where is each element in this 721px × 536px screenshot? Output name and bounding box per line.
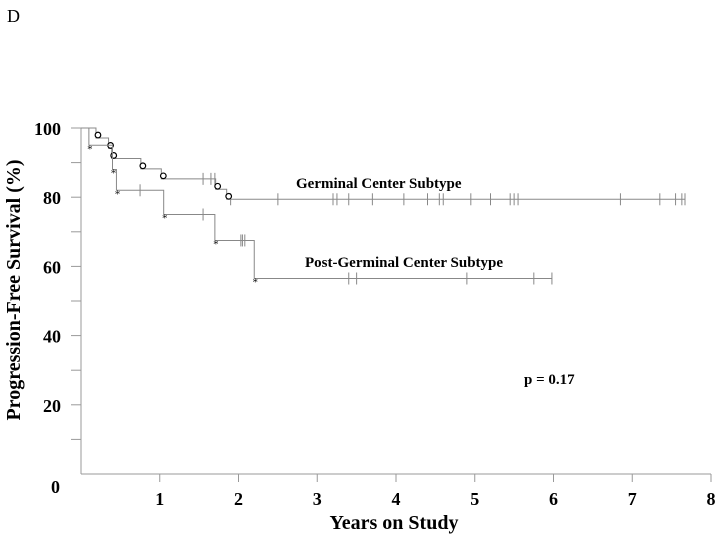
series-germinal-center: [81, 127, 686, 206]
x-tick-label: 4: [392, 489, 401, 509]
event-marker-asterisk: *: [162, 213, 168, 225]
event-marker-circle: [214, 182, 222, 190]
event-marker-asterisk: *: [115, 188, 121, 200]
y-tick-label: 60: [43, 257, 61, 277]
event-marker-asterisk: *: [253, 277, 259, 289]
labels: Germinal Center Subtype Post-Germinal Cen…: [296, 176, 503, 271]
event-marker-asterisk: *: [213, 238, 219, 250]
x-axis-label: Years on Study: [330, 512, 459, 534]
x-tick-label: 3: [313, 489, 322, 509]
event-marker-circle: [225, 192, 233, 200]
y-axis-label: Progression-Free Survival (%): [3, 159, 25, 420]
x-tick-label: 6: [549, 489, 558, 509]
x-tick-label: 1: [155, 489, 164, 509]
y-tick-label: 80: [43, 188, 61, 208]
survival-curves: * * * * * *: [81, 127, 686, 289]
panel-label: D: [7, 6, 20, 26]
series-label-post-germinal-center: Post-Germinal Center Subtype: [305, 255, 503, 271]
x-tick-label: 5: [470, 489, 479, 509]
axes: 20 40 60 80 100 0 1 2 3 4 5 6 7 8: [34, 119, 716, 509]
event-marker-circle: [94, 131, 102, 139]
p-value-annotation: p = 0.17: [524, 372, 575, 388]
x-tick-label: 7: [628, 489, 637, 509]
x-tick-label: 2: [234, 489, 243, 509]
event-marker-asterisk: *: [87, 143, 93, 155]
series-label-germinal-center: Germinal Center Subtype: [296, 176, 462, 192]
y-tick-label: 20: [43, 396, 61, 416]
y-tick-label: 40: [43, 327, 61, 347]
event-marker-asterisk: *: [111, 168, 117, 180]
origin-label: 0: [51, 477, 60, 497]
event-marker-circle: [110, 152, 118, 159]
event-marker-circle: [159, 172, 167, 180]
series-post-germinal-center: * * * * * *: [81, 127, 553, 289]
event-marker-circle: [139, 162, 147, 170]
x-tick-label: 8: [707, 489, 716, 509]
y-tick-label: 100: [34, 119, 61, 139]
